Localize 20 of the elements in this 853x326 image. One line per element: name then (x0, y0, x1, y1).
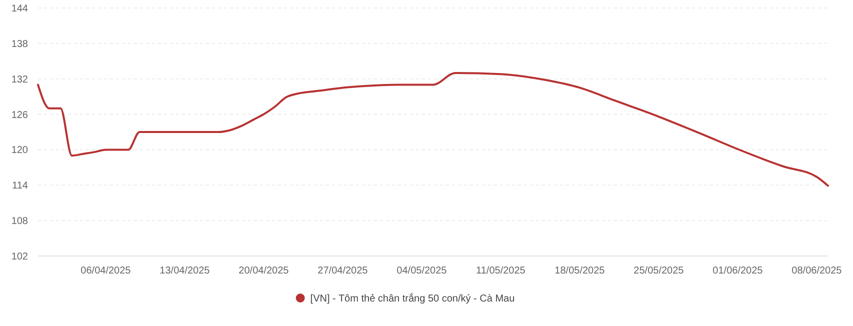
y-tick-label: 132 (11, 74, 28, 86)
x-tick-label: 20/04/2025 (238, 266, 290, 276)
y-tick-label: 120 (11, 145, 28, 156)
x-tick-label: 08/06/2025 (792, 266, 842, 276)
y-tick-label: 144 (11, 4, 28, 14)
legend-label: [VN] - Tôm thẻ chân trắng 50 con/ký - Cà Mau (310, 292, 515, 304)
line-series (37, 72, 829, 187)
x-tick-label: 04/05/2025 (396, 266, 448, 276)
y-tick-label: 102 (11, 252, 28, 262)
y-tick-label: 138 (11, 38, 28, 50)
y-tick-label: 114 (12, 180, 28, 192)
x-tick-label: 01/06/2025 (712, 266, 764, 276)
x-tick-label: 13/04/2025 (160, 266, 210, 276)
x-tick-label: 18/05/2025 (554, 266, 606, 276)
x-tick-label: 06/04/2025 (80, 266, 132, 276)
y-tick-label: 126 (11, 110, 28, 121)
x-tick-label: 27/04/2025 (318, 266, 368, 276)
x-tick-label: 25/05/2025 (634, 266, 684, 276)
y-tick-label: 108 (11, 216, 28, 228)
x-tick-label: 11/05/2025 (476, 266, 526, 276)
